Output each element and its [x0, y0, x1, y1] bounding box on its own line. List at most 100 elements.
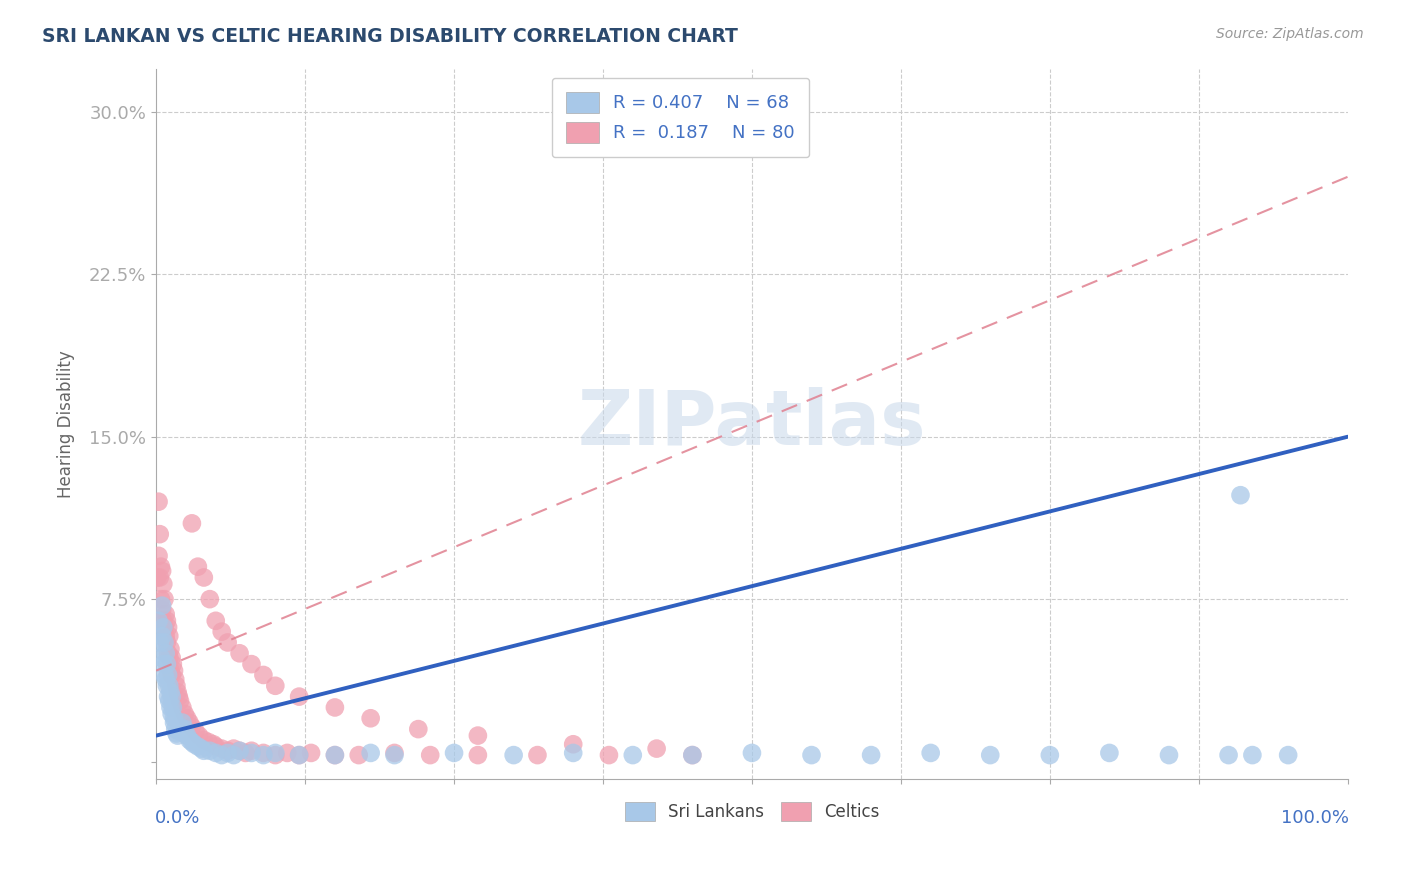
Point [264, 748, 287, 763]
Point [384, 746, 406, 760]
Point [217, 746, 239, 760]
Point [179, 733, 201, 747]
Point [228, 744, 250, 758]
Point [159, 700, 181, 714]
Point [176, 729, 198, 743]
Text: 100.0%: 100.0% [1281, 809, 1348, 827]
Point [240, 746, 263, 760]
Point [621, 748, 644, 763]
Point [150, 603, 173, 617]
Point [202, 737, 225, 751]
Point [1277, 748, 1299, 763]
Point [167, 690, 190, 704]
Point [162, 700, 184, 714]
Point [152, 657, 174, 672]
Point [179, 715, 201, 730]
Point [155, 607, 177, 622]
Point [184, 724, 207, 739]
Point [211, 741, 233, 756]
Point [157, 646, 180, 660]
Point [502, 748, 524, 763]
Point [180, 516, 202, 531]
Point [149, 635, 172, 649]
Point [288, 690, 311, 704]
Point [180, 720, 202, 734]
Point [467, 729, 489, 743]
Point [252, 746, 274, 760]
Point [198, 592, 221, 607]
Point [156, 679, 179, 693]
Point [235, 746, 257, 760]
Point [408, 722, 430, 736]
Point [276, 746, 298, 760]
Point [163, 715, 186, 730]
Point [187, 739, 209, 754]
Point [419, 748, 441, 763]
Point [323, 700, 346, 714]
Point [598, 748, 620, 763]
Point [180, 735, 202, 749]
Point [157, 694, 180, 708]
Point [1229, 488, 1251, 502]
Point [183, 737, 205, 751]
Point [149, 559, 172, 574]
Point [157, 679, 180, 693]
Point [155, 646, 177, 660]
Point [252, 668, 274, 682]
Point [204, 746, 226, 760]
Point [562, 746, 585, 760]
Point [288, 748, 311, 763]
Point [152, 614, 174, 628]
Point [150, 629, 173, 643]
Point [252, 748, 274, 763]
Point [152, 620, 174, 634]
Point [159, 664, 181, 678]
Point [160, 668, 183, 682]
Point [157, 629, 180, 643]
Point [860, 748, 883, 763]
Text: SRI LANKAN VS CELTIC HEARING DISABILITY CORRELATION CHART: SRI LANKAN VS CELTIC HEARING DISABILITY … [42, 27, 738, 45]
Point [148, 494, 170, 508]
Point [157, 690, 180, 704]
Point [153, 620, 176, 634]
Point [1039, 748, 1062, 763]
Point [155, 629, 177, 643]
Point [157, 620, 180, 634]
Point [153, 635, 176, 649]
Point [148, 549, 170, 563]
Text: ZIPatlas: ZIPatlas [578, 387, 927, 461]
Point [360, 711, 382, 725]
Point [800, 748, 823, 763]
Point [211, 748, 233, 763]
Point [979, 748, 1001, 763]
Point [190, 741, 212, 756]
Point [148, 614, 170, 628]
Point [165, 722, 187, 736]
Point [443, 746, 465, 760]
Point [150, 564, 173, 578]
Point [165, 679, 187, 693]
Point [155, 673, 177, 687]
Point [204, 614, 226, 628]
Point [204, 739, 226, 754]
Point [681, 748, 703, 763]
Legend: Sri Lankans, Celtics: Sri Lankans, Celtics [612, 789, 893, 835]
Point [299, 746, 322, 760]
Point [176, 711, 198, 725]
Point [222, 741, 245, 756]
Point [347, 748, 370, 763]
Point [160, 650, 183, 665]
Point [562, 737, 585, 751]
Point [159, 642, 181, 657]
Point [222, 748, 245, 763]
Point [160, 690, 183, 704]
Point [228, 744, 250, 758]
Point [193, 733, 215, 747]
Point [153, 668, 176, 682]
Point [681, 748, 703, 763]
Point [156, 614, 179, 628]
Point [163, 711, 186, 725]
Point [264, 679, 287, 693]
Point [1241, 748, 1264, 763]
Point [149, 570, 172, 584]
